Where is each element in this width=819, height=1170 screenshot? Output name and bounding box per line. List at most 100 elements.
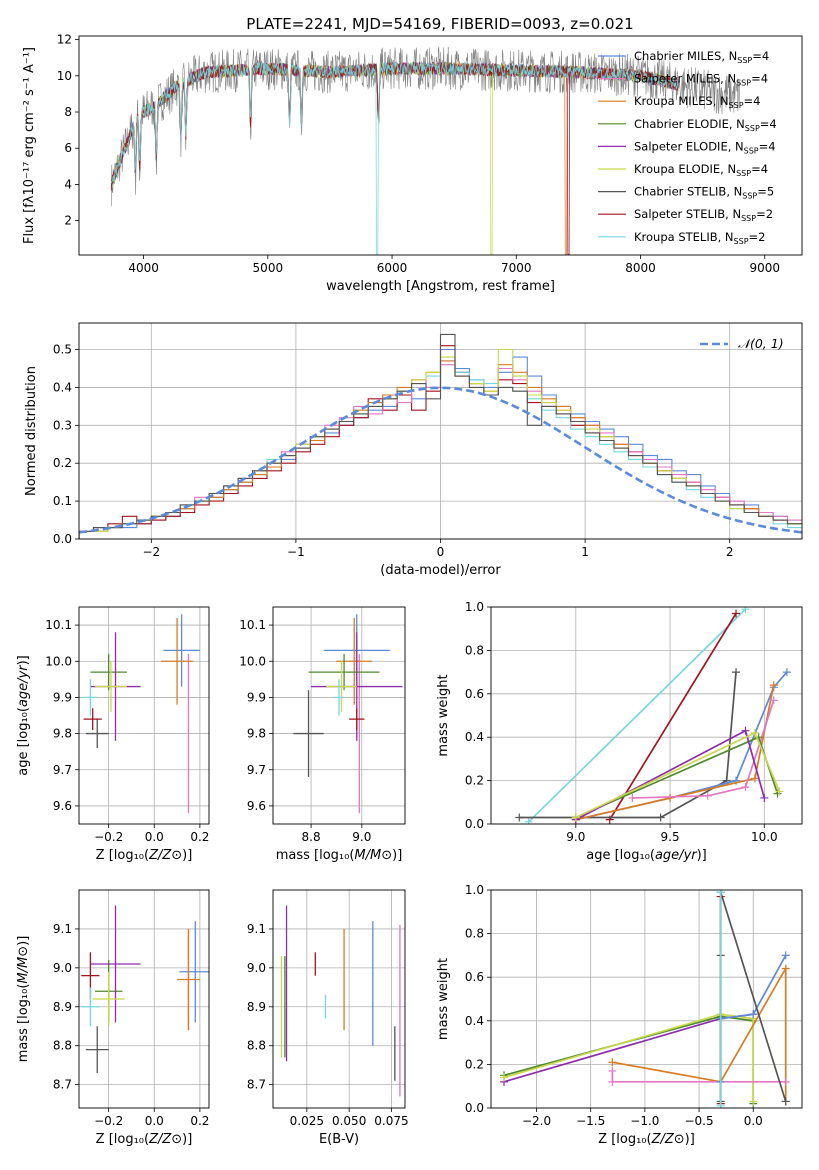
y-tick-label: 8.8 [53,1039,72,1053]
errorbar-chabrier-miles [163,614,200,687]
errorbar-kroupa-miles [336,617,372,705]
plot-residuals: −2 −1 0 1 2 0.0 0.1 0.2 0.3 0.4 0.5 (data-model)/er… [24,322,803,578]
series-marker [750,774,759,783]
x-tick-label: −1.5 [576,1114,605,1128]
plot-frame [272,889,406,1109]
errorbar-kroupa-elodie [92,971,125,1027]
series-line [503,1013,755,1102]
x-tick-label: 0.025 [290,1114,324,1128]
series-line [503,1015,755,1104]
x-tick-label: 0.050 [332,1114,366,1128]
legend-label: Salpeter ELODIE, NSSP=4 [634,139,776,155]
y-axis-label: mass weight [436,958,451,1040]
x-axis-label: (data-model)/error [380,563,501,578]
plot-area [81,905,209,1073]
series-marker [749,1010,758,1019]
plot-area [280,905,401,1097]
y-tick-label: 0.4 [465,1014,484,1028]
x-tick-label: 4000 [128,261,159,275]
series-line [528,608,747,823]
y-tick-label: 8.9 [247,1000,266,1014]
x-tick-label: 0.0 [744,1114,763,1128]
errorbar-kroupa-miles [177,928,200,1031]
y-tick-label: 9.1 [53,922,72,936]
series-marker [571,813,580,822]
x-tick-label: 10.0 [751,830,778,844]
y-tick-label: 8.7 [247,1078,266,1092]
series-marker [775,787,784,796]
y-tick-label: 0.0 [53,532,72,546]
x-tick-label: 0.2 [190,1114,209,1128]
x-tick-label: 8000 [625,261,656,275]
model-spectrum-chabrier-stelib [110,61,679,189]
y-tick-label: 10.0 [239,654,266,668]
y-tick-label: 9.9 [53,690,72,704]
series-kroupa-stelib [716,890,725,1108]
x-tick-label: −0.5 [684,1114,713,1128]
x-tick-label: 0.0 [145,1114,164,1128]
legend-label: Kroupa MILES, NSSP=4 [634,94,760,110]
y-tick-label: 0.4 [465,730,484,744]
x-tick-label: −1.0 [630,1114,659,1128]
plot-frame [78,606,210,825]
x-tick-label: 9.0 [566,830,585,844]
legend-label: Kroupa ELODIE, NSSP=4 [634,162,768,178]
errorbar-chabrier-stelib [293,690,324,777]
y-axis-label: Normed distribution [24,366,39,496]
series-line [575,671,788,821]
plot-weight-vs-age: 9.0 9.5 10.0 0.0 0.2 0.4 0.6 0.8 1.0 age [log₁₀(a… [436,600,803,863]
plot-frame [78,35,803,256]
y-tick-label: 12 [57,33,72,47]
plot-area [79,333,802,539]
y-tick-label: 9.0 [247,961,266,975]
series-marker [732,609,741,618]
plot-area [83,614,200,814]
y-tick-label: 0.6 [465,687,484,701]
errorbar-chabrier-stelib [85,719,109,749]
y-tick-label: 9.8 [53,727,72,741]
x-tick-label: 5000 [253,261,284,275]
series-marker [732,668,741,677]
series-line [575,736,779,819]
plot-frame [78,889,210,1109]
legend-label: Kroupa STELIB, NSSP=2 [634,230,765,246]
y-tick-label: 0.2 [465,774,484,788]
series-marker [608,1077,617,1086]
x-tick-label: 9.0 [352,830,371,844]
series-marker [769,696,778,705]
y-tick-label: 0.3 [53,418,72,432]
y-tick-label: 8.8 [247,1039,266,1053]
x-axis-label: Z [log₁₀(Z/Z⊙)] [598,1132,695,1147]
y-tick-label: 8.7 [53,1078,72,1092]
plot-area [293,614,403,814]
series-marker [741,607,750,614]
series-line [519,672,737,819]
errorbar-kroupa-miles [161,617,194,705]
y-tick-label: 4 [64,177,72,191]
x-tick-label: 0 [437,545,445,559]
y-tick-label: 0.1 [53,494,72,508]
series-marker [716,1101,725,1108]
plot-spectrum: 4000 5000 6000 7000 8000 9000 2 4 6 8 10 12 waveleng… [22,33,803,294]
series-marker [515,813,524,822]
y-tick-label: 0.2 [465,1057,484,1071]
series-salpeter-miles [628,696,778,802]
model-spectrum-kroupa-miles [110,61,679,255]
x-tick-label: −0.2 [94,1114,123,1128]
model-spectrum-kroupa-elodie [110,62,679,255]
legend-label: Chabrier MILES, NSSP=4 [634,49,769,65]
x-axis-label: E(B-V) [319,1132,359,1147]
series-salpeter-stelib [605,609,741,824]
x-tick-label: 8.8 [302,830,321,844]
y-tick-label: 9.7 [247,763,266,777]
x-tick-label: 0.075 [374,1114,408,1128]
series-marker [749,1097,758,1106]
legend-label: Salpeter MILES, NSSP=4 [634,72,768,88]
model-spectrum-kroupa-stelib [110,61,679,255]
x-axis-label: Z [log₁₀(Z/Z⊙)] [96,848,193,863]
y-tick-label: 1.0 [465,600,484,614]
series-marker [782,668,791,677]
series-kroupa-stelib [524,607,750,824]
y-tick-label: 0.6 [465,970,484,984]
plot-age-vs-Z: −0.2 0.0 0.2 9.6 9.7 9.8 9.9 10.0 10.1 Z [log₁₀(Z… [16,606,210,863]
